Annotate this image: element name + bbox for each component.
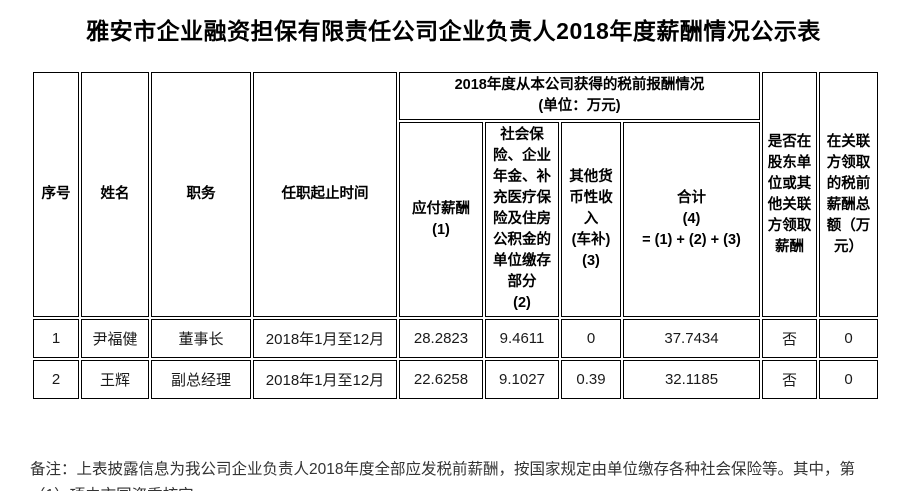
- page-title: 雅安市企业融资担保有限责任公司企业负责人2018年度薪酬情况公示表: [86, 18, 821, 44]
- cell-insurance: 9.4611: [485, 319, 559, 359]
- col-header-position: 职务: [151, 72, 251, 318]
- col-header-other-income: 其他货币性收入 (车补) (3): [561, 122, 621, 318]
- cell-total: 37.7434: [623, 319, 760, 359]
- col-header-term: 任职起止时间: [253, 72, 397, 318]
- cell-name: 尹福健: [81, 319, 149, 359]
- cell-other-income: 0: [561, 319, 621, 359]
- table-header-row-1: 序号 姓名 职务 任职起止时间 2018年度从本公司获得的税前报酬情况 (单位：…: [33, 72, 878, 318]
- table-row: 2 王辉 副总经理 2018年1月至12月 22.6258 9.1027 0.3…: [33, 360, 878, 400]
- salary-disclosure-table: 序号 姓名 职务 任职起止时间 2018年度从本公司获得的税前报酬情况 (单位：…: [31, 70, 880, 401]
- table-header-row-2: 应付薪酬 (1) 社会保险、企业年金、补充医疗保险及住房公积金的单位缴存部分 (…: [33, 122, 878, 318]
- cell-related-amount: 0: [819, 360, 878, 400]
- col-header-total: 合计 (4) = (1) + (2) + (3): [623, 122, 760, 318]
- cell-total: 32.1185: [623, 360, 760, 400]
- cell-term: 2018年1月至12月: [253, 360, 397, 400]
- col-group-header-pretax-income: 2018年度从本公司获得的税前报酬情况 (单位：万元): [399, 72, 760, 121]
- cell-term: 2018年1月至12月: [253, 319, 397, 359]
- cell-salary: 22.6258: [399, 360, 483, 400]
- table-row: 1 尹福健 董事长 2018年1月至12月 28.2823 9.4611 0 3…: [33, 319, 878, 359]
- col-header-name: 姓名: [81, 72, 149, 318]
- cell-seq: 2: [33, 360, 79, 400]
- col-header-related-party: 是否在股东单位或其他关联方领取薪酬: [762, 72, 817, 318]
- col-header-insurance: 社会保险、企业年金、补充医疗保险及住房公积金的单位缴存部分 (2): [485, 122, 559, 318]
- cell-related-amount: 0: [819, 319, 878, 359]
- cell-position: 副总经理: [151, 360, 251, 400]
- cell-related-party: 否: [762, 319, 817, 359]
- footnote-remark: 备注：上表披露信息为我公司企业负责人2018年度全部应发税前薪酬，按国家规定由单…: [30, 461, 855, 491]
- cell-other-income: 0.39: [561, 360, 621, 400]
- cell-position: 董事长: [151, 319, 251, 359]
- cell-salary: 28.2823: [399, 319, 483, 359]
- cell-name: 王辉: [81, 360, 149, 400]
- col-header-seq: 序号: [33, 72, 79, 318]
- cell-related-party: 否: [762, 360, 817, 400]
- cell-seq: 1: [33, 319, 79, 359]
- col-header-salary: 应付薪酬 (1): [399, 122, 483, 318]
- cell-insurance: 9.1027: [485, 360, 559, 400]
- col-header-related-amount: 在关联方领取的税前薪酬总额（万元）: [819, 72, 878, 318]
